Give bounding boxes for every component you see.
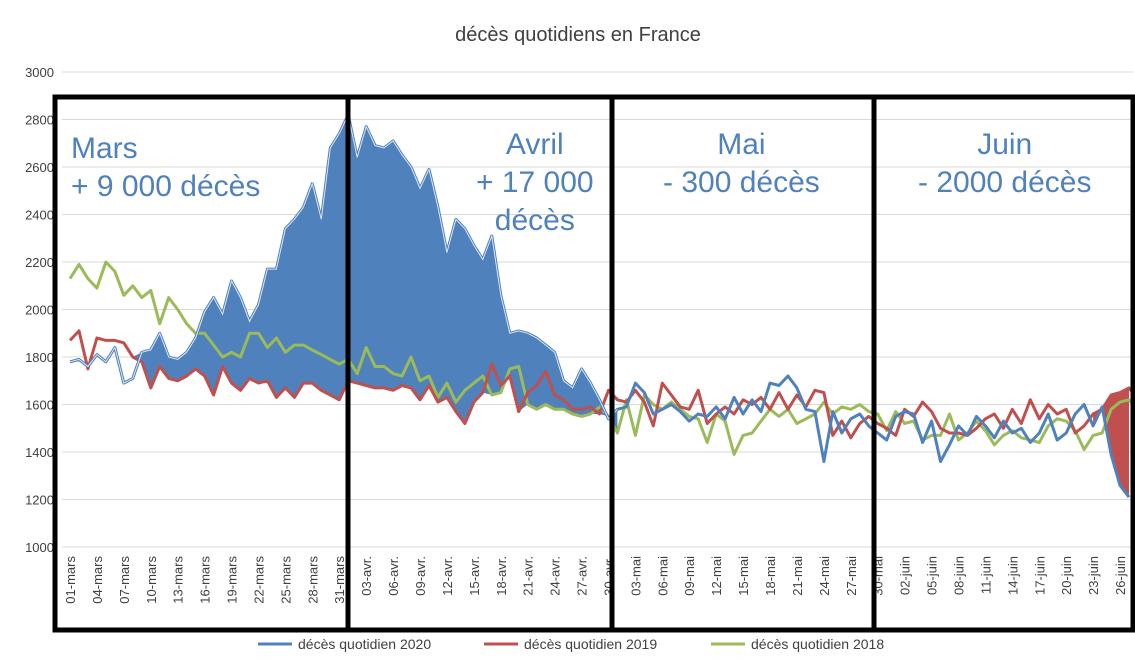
x-tick-label: 21-avr.	[521, 556, 536, 596]
annotation-avril-line-1: Avril	[505, 128, 564, 161]
annotation-avril: Avril + 17 000 décès	[476, 126, 594, 240]
x-tick-label: 24-avr.	[548, 556, 563, 596]
x-tick-label: 17-juin	[1032, 556, 1047, 595]
x-tick-label: 09-avr.	[413, 556, 428, 596]
y-tick-label: 2200	[25, 255, 54, 270]
legend-label: décès quotidien 2020	[298, 636, 431, 652]
y-tick-label: 2800	[25, 113, 54, 128]
series-lines	[68, 113, 1135, 499]
excess-2020-fill	[70, 114, 618, 434]
x-tick-label: 12-avr.	[440, 556, 455, 596]
legend-label: décès quotidien 2019	[524, 636, 657, 652]
x-tick-label: 01-mars	[63, 556, 78, 604]
x-axis-ticks: 01-mars 04-mars 07-mars 10-mars 13-mars 16-ma…	[63, 556, 1128, 604]
annotation-mars-line-2: + 9 000 décès	[71, 170, 261, 203]
y-axis-ticks: 1000 1200 1400 1600 1800 2000 2200 2400 2600 2800…	[25, 65, 54, 555]
x-tick-label: 21-mai	[790, 556, 805, 596]
annotation-mars-line-1: Mars	[71, 132, 138, 165]
x-tick-label: 11-juin	[978, 556, 993, 594]
legend-label: décès quotidien 2018	[751, 636, 884, 652]
series-line-2020-highlight	[69, 113, 618, 420]
x-tick-label: 15-mai	[736, 556, 751, 596]
annotation-mai-line-2: - 300 décès	[663, 166, 820, 199]
x-tick-label: 19-mars	[225, 556, 240, 604]
y-tick-label: 2000	[25, 303, 54, 318]
x-tick-label: 04-mars	[90, 556, 105, 604]
annotation-mars: Mars + 9 000 décès	[71, 130, 260, 206]
y-tick-label: 1200	[25, 493, 54, 508]
y-tick-label: 1600	[25, 398, 54, 413]
x-tick-label: 20-juin	[1059, 556, 1074, 595]
x-tick-label: 02-juin	[898, 556, 913, 595]
annotation-avril-line-2: + 17 000	[476, 166, 594, 199]
series-line-2019	[68, 329, 1135, 440]
y-tick-label: 2600	[25, 160, 54, 175]
y-tick-label: 3000	[25, 65, 54, 80]
x-tick-label: 25-mars	[278, 556, 293, 604]
x-tick-label: 06-mai	[655, 556, 670, 596]
x-tick-label: 09-mai	[682, 556, 697, 596]
x-tick-label: 14-juin	[1005, 556, 1020, 595]
x-tick-label: 12-mai	[709, 556, 724, 596]
annotation-mai: Mai - 300 décès	[663, 126, 820, 202]
x-tick-label: 22-mars	[251, 556, 266, 604]
x-tick-label: 03-avr.	[359, 556, 374, 596]
annotation-juin-line-2: - 2000 décès	[918, 166, 1092, 199]
y-tick-label: 2400	[25, 208, 54, 223]
x-tick-label: 27-avr.	[575, 556, 590, 596]
x-tick-label: 16-mars	[198, 556, 213, 604]
legend: décès quotidien 2020 décès quotidien 2019…	[258, 636, 884, 652]
y-tick-label: 1000	[25, 540, 54, 555]
x-tick-label: 18-mai	[763, 556, 778, 596]
x-tick-label: 23-juin	[1086, 556, 1101, 595]
box-juin	[871, 94, 1135, 633]
y-tick-label: 1400	[25, 445, 54, 460]
x-tick-label: 15-avr.	[467, 556, 482, 596]
annotation-avril-line-3: décès	[494, 204, 575, 237]
chart-title: décès quotidiens en France	[455, 24, 701, 46]
x-tick-label: 26-juin	[1113, 556, 1128, 595]
x-tick-label: 03-mai	[628, 556, 643, 596]
annotation-juin-line-1: Juin	[977, 128, 1033, 161]
x-tick-label: 10-mars	[144, 556, 159, 604]
x-tick-label: 31-mars	[332, 556, 347, 604]
x-tick-label: 08-juin	[951, 556, 966, 595]
x-tick-label: 05-juin	[925, 556, 940, 595]
deficit-2020-fill	[1093, 387, 1129, 498]
annotation-mai-line-1: Mai	[717, 128, 766, 161]
x-tick-label: 24-mai	[817, 556, 832, 596]
annotation-juin: Juin - 2000 décès	[918, 126, 1091, 202]
y-tick-label: 1800	[25, 350, 54, 365]
x-tick-label: 27-mai	[844, 556, 859, 596]
area-fills	[70, 114, 1129, 498]
x-tick-label: 13-mars	[171, 556, 186, 604]
x-tick-label: 28-mars	[305, 556, 320, 604]
x-tick-label: 06-avr.	[386, 556, 401, 596]
month-boxes	[52, 94, 1135, 633]
x-tick-label: 07-mars	[117, 556, 132, 604]
x-tick-label: 18-avr.	[494, 556, 509, 596]
